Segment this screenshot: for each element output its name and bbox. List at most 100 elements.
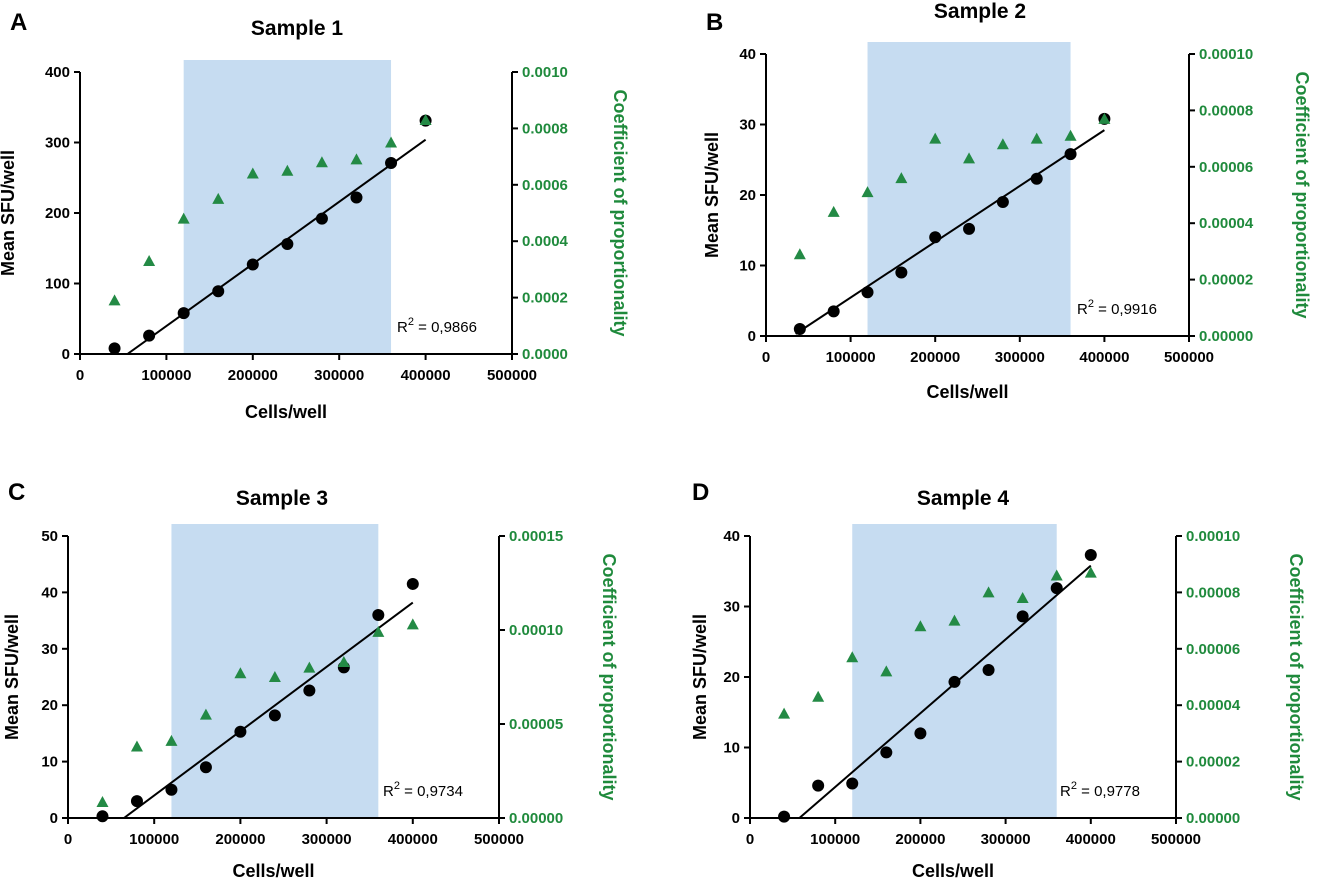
x-tick-label: 500000 xyxy=(474,831,524,848)
fit-line xyxy=(798,564,1092,819)
x-tick-label: 0 xyxy=(76,367,84,384)
r2-annotation: R2 = 0,9866 xyxy=(397,316,477,336)
y2-tick-label: 0.00002 xyxy=(1186,754,1240,771)
sfu-point xyxy=(778,810,791,823)
fit-line xyxy=(126,138,427,355)
x-tick-label: 300000 xyxy=(995,349,1045,366)
coefficient-point xyxy=(108,294,121,306)
sfu-point xyxy=(1016,610,1029,623)
chart-title: Sample 3 xyxy=(236,487,328,510)
coefficient-point xyxy=(982,586,995,598)
y2-tick-label: 0.00006 xyxy=(1186,641,1240,658)
y2-tick-label: 0.00008 xyxy=(1199,102,1253,119)
coefficient-point xyxy=(419,113,432,125)
fit-line xyxy=(795,129,1105,335)
sfu-point xyxy=(165,783,178,796)
coefficient-point xyxy=(1050,569,1063,581)
y-tick-label: 40 xyxy=(723,528,740,545)
coefficient-point xyxy=(143,254,156,266)
y2-tick-label: 0.0000 xyxy=(522,346,568,363)
coefficient-point xyxy=(1064,129,1077,141)
coefficient-point xyxy=(303,661,316,673)
coefficient-point xyxy=(337,655,350,667)
sfu-point xyxy=(281,238,294,251)
y-tick-label: 40 xyxy=(739,46,756,63)
panel-label: D xyxy=(692,479,709,506)
sfu-point xyxy=(199,761,212,774)
y-tick-label: 20 xyxy=(723,669,740,686)
x-tick-label: 0 xyxy=(64,831,72,848)
panel-a: 0 100000 200000 300000 400000 500000 0 100 200 30… xyxy=(0,9,630,422)
y2-axis-label: Coefficient of proportionality xyxy=(1292,72,1312,319)
sfu-point xyxy=(1064,148,1077,161)
sfu-point xyxy=(143,329,156,342)
coefficient-point xyxy=(948,614,961,626)
y2-tick-label: 0.00000 xyxy=(1199,328,1253,345)
r2-value: = 0,9866 xyxy=(414,319,477,336)
panel-label: B xyxy=(706,9,723,36)
y2-tick-label: 0.00010 xyxy=(1186,528,1240,545)
sfu-point xyxy=(234,725,247,738)
r2-value: = 0,9778 xyxy=(1077,783,1140,800)
r2-prefix: R xyxy=(383,783,394,800)
x-axis-label: Cells/well xyxy=(912,861,994,881)
sfu-point xyxy=(948,675,961,688)
chart-title: Sample 1 xyxy=(251,17,344,40)
r2-superscript: 2 xyxy=(1088,298,1094,310)
coefficient-point xyxy=(914,620,927,632)
sfu-point xyxy=(315,212,328,225)
coefficient-point xyxy=(130,740,143,752)
y-tick-label: 40 xyxy=(41,584,58,601)
y-axis-label: Mean SFU/well xyxy=(2,614,22,740)
coefficient-point xyxy=(177,212,190,224)
coefficient-point xyxy=(929,132,942,144)
coefficient-point xyxy=(880,665,893,677)
panel-d: 0 100000 200000 300000 400000 500000 0 10 20 30 40… xyxy=(690,479,1306,881)
y2-tick-label: 0.00002 xyxy=(1199,272,1253,289)
sfu-point xyxy=(895,266,908,279)
sfu-point xyxy=(130,795,143,808)
coefficient-point xyxy=(1098,112,1111,124)
coefficient-point xyxy=(385,136,398,148)
y-axis-label: Mean SFU/well xyxy=(690,614,710,740)
x-tick-label: 200000 xyxy=(215,831,265,848)
sfu-point xyxy=(880,746,893,759)
x-tick-label: 100000 xyxy=(810,831,860,848)
y-tick-label: 0 xyxy=(50,810,58,827)
x-tick-label: 400000 xyxy=(1079,349,1129,366)
sfu-point xyxy=(861,286,874,299)
coefficient-point xyxy=(827,205,840,217)
shaded-region xyxy=(867,42,1071,336)
x-tick-label: 200000 xyxy=(228,367,278,384)
y2-tick-label: 0.00004 xyxy=(1199,215,1254,232)
y-tick-label: 20 xyxy=(739,187,756,204)
coefficient-point xyxy=(268,671,281,682)
x-tick-label: 300000 xyxy=(981,831,1031,848)
x-tick-label: 200000 xyxy=(910,349,960,366)
coefficient-point xyxy=(234,667,247,679)
panel-c: 0 100000 200000 300000 400000 500000 0 10 20 30 40… xyxy=(2,479,619,881)
x-axis-label: Cells/well xyxy=(232,861,314,881)
x-tick-label: 400000 xyxy=(388,831,438,848)
x-tick-label: 300000 xyxy=(314,367,364,384)
coefficient-point xyxy=(212,192,225,204)
y2-tick-label: 0.00010 xyxy=(509,622,563,639)
coefficient-point xyxy=(778,707,791,719)
coefficient-point xyxy=(793,248,806,260)
y-tick-label: 400 xyxy=(45,64,70,81)
coefficient-point xyxy=(281,164,294,176)
y-tick-label: 10 xyxy=(41,754,58,771)
coefficient-point xyxy=(350,153,363,165)
coefficient-point xyxy=(406,618,419,630)
panel-b: 0 100000 200000 300000 400000 500000 0 10 20 30 40… xyxy=(702,0,1312,402)
sfu-point xyxy=(350,191,363,204)
y-tick-label: 50 xyxy=(41,528,58,545)
x-tick-label: 400000 xyxy=(1066,831,1116,848)
y2-tick-label: 0.0008 xyxy=(522,120,568,137)
r2-prefix: R xyxy=(397,319,408,336)
r2-prefix: R xyxy=(1060,783,1071,800)
y-tick-label: 10 xyxy=(723,740,740,757)
y2-tick-label: 0.0006 xyxy=(522,177,568,194)
coefficient-point xyxy=(895,172,908,184)
x-tick-label: 100000 xyxy=(129,831,179,848)
